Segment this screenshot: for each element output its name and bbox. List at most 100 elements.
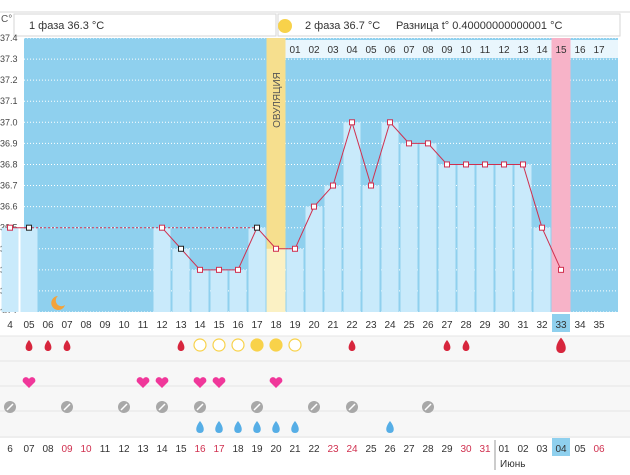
temperature-point[interactable]: [520, 161, 526, 168]
x-tick-label: 22: [346, 320, 358, 331]
heart-icon[interactable]: [212, 377, 226, 388]
y-tick-label: 37.2: [0, 75, 18, 85]
cycle-day-number: 05: [365, 45, 377, 56]
cycle-day-number: 16: [574, 45, 586, 56]
temperature-line: [370, 122, 391, 186]
calendar-date: 23: [327, 444, 339, 455]
temperature-point[interactable]: [7, 224, 13, 231]
calendar-date: 26: [384, 444, 396, 455]
temperature-point[interactable]: [178, 245, 184, 252]
phase1-label: 1 фаза 36.3 °C: [29, 20, 104, 32]
pill-icon-stripe: [310, 403, 318, 411]
menstruation-icon[interactable]: [443, 340, 451, 351]
x-tick-label: 32: [536, 320, 548, 331]
cycle-day-number: 09: [441, 45, 453, 56]
temperature-point[interactable]: [273, 245, 279, 252]
temperature-bar: [400, 143, 418, 312]
temperature-bar: [305, 206, 323, 312]
cycle-day-strip: [285, 40, 618, 58]
discharge-icon[interactable]: [196, 421, 204, 433]
menstruation-icon[interactable]: [556, 337, 566, 353]
discharge-icon[interactable]: [253, 421, 261, 433]
cycle-day-number: 01: [289, 45, 301, 56]
menstruation-icon[interactable]: [63, 340, 71, 351]
heart-icon[interactable]: [22, 377, 36, 388]
y-tick-label: 36.7: [0, 181, 18, 191]
calendar-date: 27: [403, 444, 415, 455]
temperature-point[interactable]: [349, 119, 355, 126]
x-tick-label: 05: [23, 320, 35, 331]
cycle-day-number: 04: [346, 45, 358, 56]
temperature-point[interactable]: [406, 140, 412, 147]
x-tick-label: 14: [194, 320, 206, 331]
menstruation-icon[interactable]: [177, 340, 185, 351]
cycle-day-number: 06: [384, 45, 396, 56]
sun-icon[interactable]: [250, 338, 264, 352]
calendar-date: 09: [61, 444, 73, 455]
sun-icon[interactable]: [231, 338, 245, 352]
calendar-date: 6: [7, 444, 13, 455]
discharge-icon[interactable]: [234, 421, 242, 433]
temperature-line: [389, 121, 410, 144]
phase2-box: [277, 13, 621, 37]
menstruation-icon[interactable]: [462, 340, 470, 351]
pill-icon-stripe: [253, 403, 261, 411]
menstruation-icon[interactable]: [25, 340, 33, 351]
x-tick-label: 30: [498, 320, 510, 331]
menstruation-icon[interactable]: [44, 340, 52, 351]
temperature-point[interactable]: [216, 266, 222, 273]
temperature-point[interactable]: [539, 224, 545, 231]
discharge-icon[interactable]: [291, 421, 299, 433]
sun-icon[interactable]: [212, 338, 226, 352]
heart-icon[interactable]: [136, 377, 150, 388]
sun-icon[interactable]: [193, 338, 207, 352]
calendar-date: 12: [118, 444, 130, 455]
temperature-bar: [20, 227, 38, 312]
calendar-date: 30: [460, 444, 472, 455]
menstruation-icon[interactable]: [348, 340, 356, 351]
temperature-point[interactable]: [197, 266, 203, 273]
heart-icon[interactable]: [269, 377, 283, 388]
cycle-day-number: 15: [555, 45, 567, 56]
sun-icon[interactable]: [269, 338, 283, 352]
x-tick-label: 35: [593, 320, 605, 331]
calendar-date: 02: [517, 444, 529, 455]
cycle-day-number: 02: [308, 45, 320, 56]
x-tick-label: 19: [289, 320, 301, 331]
temperature-point[interactable]: [444, 161, 450, 168]
temperature-line: [332, 122, 353, 186]
discharge-icon[interactable]: [215, 421, 223, 433]
temperature-point[interactable]: [159, 224, 165, 231]
temperature-point[interactable]: [292, 245, 298, 252]
x-tick-label: 21: [327, 320, 339, 331]
temperature-point[interactable]: [311, 203, 317, 210]
x-axis-bar: [0, 313, 630, 335]
temperature-point[interactable]: [26, 224, 32, 231]
temperature-point[interactable]: [425, 140, 431, 147]
heart-icon[interactable]: [155, 377, 169, 388]
temperature-bar: [476, 164, 494, 312]
discharge-icon[interactable]: [386, 421, 394, 433]
temperature-point[interactable]: [330, 182, 336, 189]
temperature-point[interactable]: [368, 182, 374, 189]
temperature-line: [237, 227, 258, 271]
temperature-point[interactable]: [254, 224, 260, 231]
cycle-day-number: 17: [593, 45, 605, 56]
pill-icon-stripe: [424, 403, 432, 411]
heart-icon[interactable]: [193, 377, 207, 388]
x-tick-label: 08: [80, 320, 92, 331]
temperature-point[interactable]: [482, 161, 488, 168]
temperature-point[interactable]: [235, 266, 241, 273]
x-tick-label: 34: [574, 320, 586, 331]
pill-icon-stripe: [120, 403, 128, 411]
temperature-point[interactable]: [558, 266, 564, 273]
temperature-point[interactable]: [501, 161, 507, 168]
temperature-point[interactable]: [463, 161, 469, 168]
discharge-icon[interactable]: [272, 421, 280, 433]
temperature-point[interactable]: [387, 119, 393, 126]
x-tick-label: 31: [517, 320, 529, 331]
sun-icon[interactable]: [288, 338, 302, 352]
calendar-date: 25: [365, 444, 377, 455]
pill-icon-stripe: [348, 403, 356, 411]
